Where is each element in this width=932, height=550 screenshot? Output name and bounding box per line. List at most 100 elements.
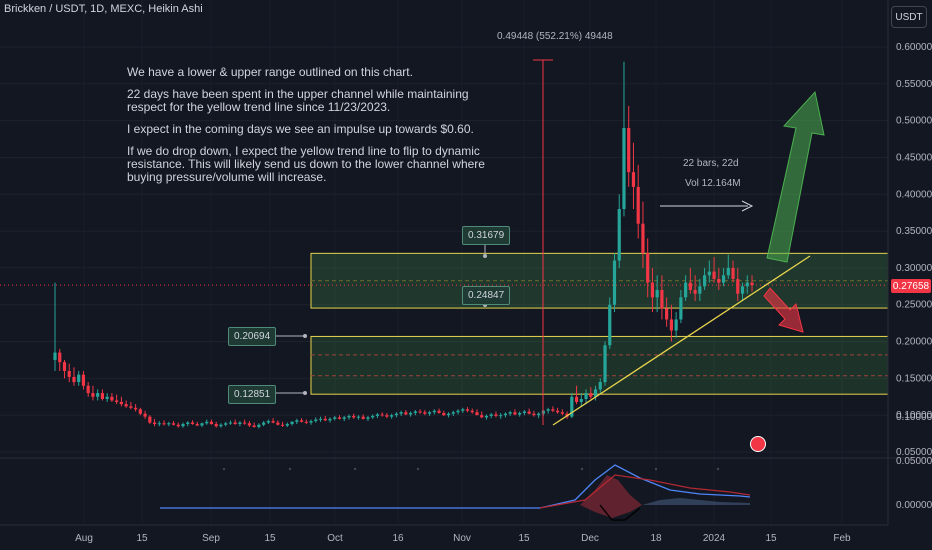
x-tick-label: Dec	[581, 533, 599, 544]
candle-body	[290, 421, 294, 425]
candle-body	[205, 421, 209, 424]
candle-body	[702, 275, 707, 287]
level-label-lower-bottom[interactable]: 0.12851	[228, 385, 277, 404]
candle-body	[271, 421, 275, 423]
candle-body	[72, 376, 76, 383]
osc-dot	[716, 467, 720, 471]
y-tick-label: 0.20000	[896, 337, 932, 348]
candle-body	[62, 362, 67, 371]
candle-body	[91, 393, 95, 397]
candle-body	[214, 424, 218, 427]
candle-body	[631, 172, 636, 187]
osc-histogram-blue	[642, 498, 750, 505]
candle-body	[608, 304, 612, 346]
level-label-upper-top[interactable]: 0.31679	[462, 226, 511, 245]
candle-body	[589, 393, 593, 397]
candle-body	[380, 414, 384, 416]
candle-body	[508, 412, 512, 414]
osc-dot	[353, 467, 357, 471]
candle-body	[555, 410, 560, 413]
candle-body	[717, 278, 721, 283]
candle-body	[200, 423, 204, 426]
candle-body	[323, 418, 327, 421]
bars-annotation: 22 bars, 22d	[683, 158, 739, 169]
candle-body	[646, 253, 650, 283]
candle-body	[736, 278, 740, 294]
candle-body	[96, 393, 100, 397]
candle-body	[266, 421, 270, 423]
x-tick-label: 2024	[703, 533, 726, 544]
candle-body	[674, 319, 678, 331]
y-tick-label: 0.10000	[896, 410, 932, 421]
candle-body	[513, 412, 517, 415]
x-tick-label: 15	[264, 533, 276, 544]
candle-body	[423, 412, 427, 414]
osc-dot	[580, 467, 584, 471]
us-flag-icon[interactable]	[750, 436, 766, 452]
x-tick-label: Feb	[833, 533, 851, 544]
candle-body	[100, 393, 105, 399]
candle-body	[707, 271, 711, 276]
volume-annotation: Vol 12.164M	[685, 178, 741, 189]
osc-dot	[222, 467, 226, 471]
y-tick-label: 0.05000	[896, 447, 932, 458]
candle-body	[176, 424, 180, 427]
y-tick-label: 0.60000	[896, 42, 932, 53]
red-down-arrow	[763, 287, 804, 333]
osc-dot	[288, 467, 292, 471]
candle-body	[86, 385, 90, 394]
candle-body	[238, 422, 242, 425]
candle-body	[617, 209, 621, 261]
y-tick-label: 0.40000	[896, 189, 932, 200]
candle-body	[352, 415, 356, 418]
osc-dot	[416, 467, 420, 471]
candle-body	[413, 411, 417, 413]
candle-body	[494, 414, 498, 416]
level-label-lower-top[interactable]: 0.20694	[228, 327, 277, 346]
candle-body	[579, 398, 583, 402]
candle-body	[247, 423, 252, 426]
candle-body	[162, 423, 166, 425]
osc-tick-label: 0.05000	[896, 456, 932, 467]
note-paragraph-2: 22 days have been spent in the upper cha…	[127, 87, 469, 114]
candle-body	[740, 286, 745, 294]
candle-body	[58, 352, 62, 363]
candle-body	[650, 282, 655, 298]
chart-header: Brickken / USDT, 1D, MEXC, Heikin Ashi	[4, 3, 203, 15]
candle-body	[665, 308, 669, 320]
candle-body	[304, 421, 308, 423]
candle-body	[337, 417, 342, 419]
candle-body	[570, 396, 574, 417]
candle-body	[276, 422, 280, 425]
candle-body	[721, 275, 726, 283]
candle-body	[484, 415, 489, 418]
x-tick-label: 18	[650, 533, 662, 544]
candle-body	[726, 267, 730, 276]
candle-body	[309, 421, 313, 423]
currency-button[interactable]: USDT	[891, 6, 927, 28]
candle-body	[527, 411, 531, 414]
candle-body	[347, 415, 351, 418]
candle-body	[584, 393, 588, 399]
candle-body	[143, 413, 147, 417]
candle-body	[186, 422, 190, 425]
candle-body	[81, 374, 86, 386]
y-tick-label: 0.15000	[896, 373, 932, 384]
y-tick-label: 0.50000	[896, 116, 932, 127]
candle-body	[475, 412, 479, 416]
candle-body	[522, 411, 527, 413]
candle-body	[684, 282, 688, 298]
candle-body	[679, 297, 683, 320]
candle-body	[745, 282, 749, 287]
note-paragraph-3: I expect in the coming days we see an im…	[127, 122, 474, 136]
candle-body	[574, 396, 579, 402]
y-tick-label: 0.35000	[896, 226, 932, 237]
candle-body	[342, 417, 346, 419]
level-label-upper-bottom[interactable]: 0.24847	[462, 286, 511, 305]
candle-body	[750, 282, 754, 286]
candle-body	[627, 128, 631, 173]
x-tick-label: 15	[765, 533, 777, 544]
candle-body	[385, 415, 389, 417]
candle-body	[456, 410, 460, 413]
